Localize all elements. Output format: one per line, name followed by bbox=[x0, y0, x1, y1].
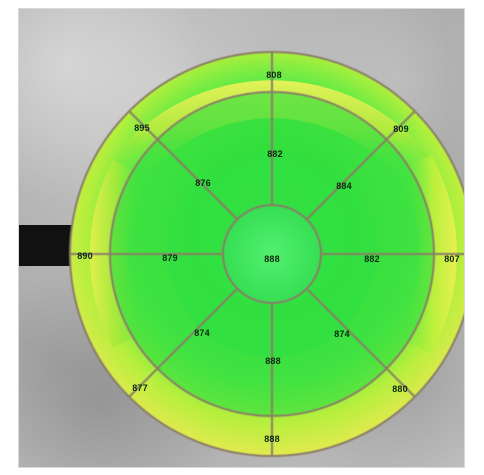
inner-left-value: 879 bbox=[162, 253, 178, 263]
outer-top-warm-area bbox=[112, 80, 432, 179]
inner-top-left-value: 876 bbox=[195, 178, 211, 188]
outer-top-left-value: 895 bbox=[134, 123, 150, 133]
inner-bottom-left-value: 874 bbox=[194, 328, 210, 338]
inner-bottom-right-value: 874 bbox=[334, 329, 350, 339]
retinal-thickness-map: 808 809 807 880 888 877 890 895 882 884 … bbox=[19, 51, 464, 457]
inner-top-value: 882 bbox=[267, 149, 283, 159]
inner-right-value: 882 bbox=[364, 254, 380, 264]
sector-lines bbox=[69, 51, 464, 457]
thickness-disk: 808 809 807 880 888 877 890 895 882 884 … bbox=[69, 51, 464, 457]
outer-left-value: 890 bbox=[77, 251, 93, 261]
outer-top-value: 808 bbox=[266, 70, 282, 80]
inner-bottom-value: 888 bbox=[265, 356, 281, 366]
outer-bottom-left-value: 877 bbox=[132, 383, 148, 393]
outer-bottom-value: 888 bbox=[264, 434, 280, 444]
outer-top-right-value: 809 bbox=[393, 124, 409, 134]
outer-bottom-right-value: 880 bbox=[392, 384, 408, 394]
center-zone bbox=[223, 205, 321, 303]
outer-right-value: 807 bbox=[444, 254, 460, 264]
center-value: 888 bbox=[264, 254, 280, 264]
retina-background: 808 809 807 880 888 877 890 895 882 884 … bbox=[18, 8, 465, 468]
sector-values: 808 809 807 880 888 877 890 895 882 884 … bbox=[77, 70, 460, 444]
inner-top-right-value: 884 bbox=[336, 181, 352, 191]
